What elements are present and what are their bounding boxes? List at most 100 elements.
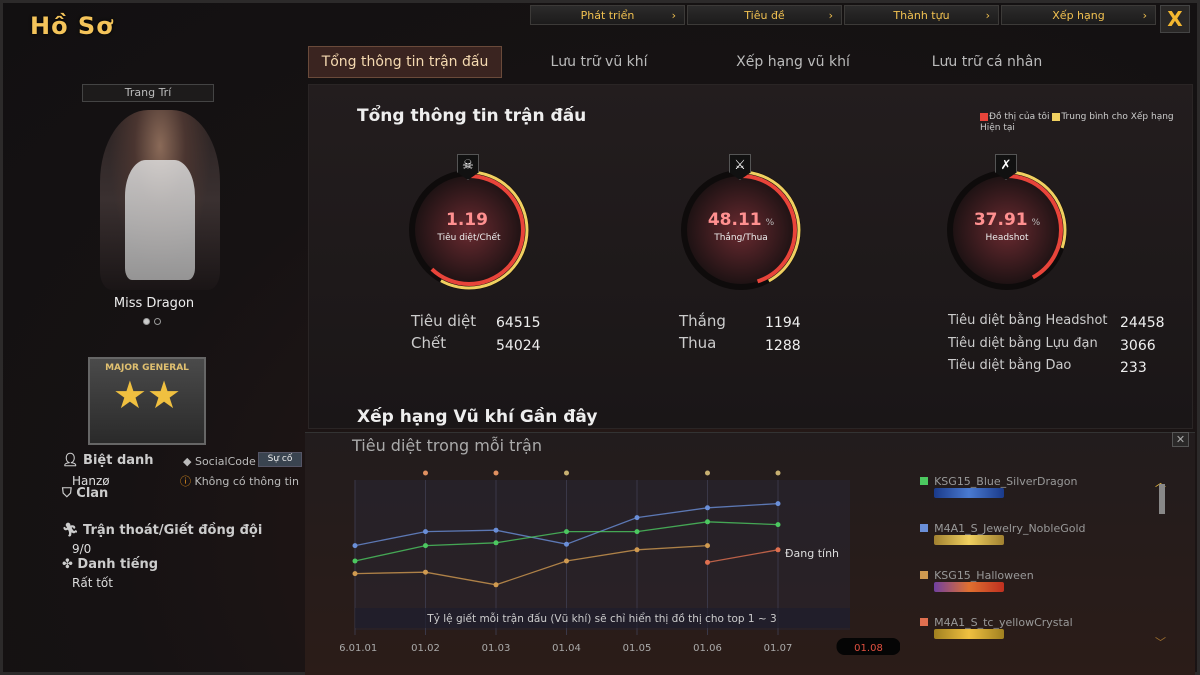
top-marker	[705, 470, 710, 476]
nav-development-button[interactable]: Phát triển ›	[530, 5, 685, 25]
data-point	[352, 571, 358, 577]
data-point	[423, 543, 428, 549]
legend-avg: Trung bình cho Xếp hạng Hiện tại	[980, 112, 1174, 133]
top-marker	[775, 470, 781, 476]
chart-title: Tiêu diệt trong mỗi trận	[352, 436, 542, 455]
data-point	[634, 529, 640, 535]
nav-achievement-button[interactable]: Thành tựu ›	[844, 5, 999, 25]
x-tick-label: 01.02	[411, 643, 440, 654]
data-point	[634, 547, 640, 553]
user-icon: 👤︎	[62, 453, 84, 468]
tab-weapon-ranking[interactable]: Xếp hạng vũ khí	[736, 54, 850, 70]
winrate-gauge: 48.11% Thắng/Thua ⚔	[679, 154, 803, 292]
x-tick-label: 26.01.01	[340, 643, 377, 654]
x-tick-label: 01.03	[482, 643, 511, 654]
weapon-image	[934, 535, 1004, 545]
gauge-ring	[681, 170, 801, 290]
weapon-item[interactable]: KSG15_Halloween	[920, 564, 1150, 611]
nickname-value: Hanzø	[72, 474, 110, 488]
weapon-item[interactable]: KSG15_Blue_SilverDragon	[920, 470, 1150, 517]
weapon-image	[934, 582, 1004, 592]
note-bar	[355, 608, 850, 628]
clan-label: ⛉ Clan	[62, 486, 109, 501]
top-marker	[564, 470, 569, 476]
chart-note: Tỷ lệ giết mỗi trận đấu (Vũ khí) sẽ chỉ …	[426, 612, 776, 625]
character-name: Miss Dragon	[113, 296, 195, 311]
tag-icon: ◆	[183, 455, 195, 468]
stat-value: 64515	[496, 315, 541, 331]
socialcode-value: ⓘ Không có thông tin	[180, 475, 299, 488]
legend-swatch-avg	[1052, 112, 1061, 121]
stat-value: 233	[1120, 360, 1147, 376]
selected-date-pill[interactable]	[836, 638, 901, 655]
summary-title: Tổng thông tin trận đấu	[357, 106, 587, 126]
chevron-right-icon: ›	[828, 8, 833, 22]
gauge-label: Tiêu diệt/Chết	[437, 233, 501, 243]
weapon-image	[934, 629, 1004, 639]
data-point	[423, 529, 428, 535]
weapon-name: KSG15_Halloween	[934, 569, 1034, 582]
rifle-icon: ✗	[995, 154, 1017, 180]
recent-chart-panel	[305, 432, 1195, 675]
data-point	[352, 543, 358, 549]
weapon-item[interactable]: M4A1_S_Jewelry_NobleGold	[920, 517, 1150, 564]
star-icon: ★★	[112, 373, 182, 417]
kd-gauge: 1.19 Tiêu diệt/Chết ☠	[407, 154, 531, 292]
stat-label: Chết	[411, 334, 447, 352]
rank-badge: MAJOR GENERAL ★★	[88, 357, 206, 445]
stat-label: Thắng	[679, 312, 726, 330]
x-tick-label: 01.07	[764, 643, 793, 654]
weapon-item[interactable]: M4A1_S_tc_yellowCrystal	[920, 611, 1150, 658]
decorate-button[interactable]: Trang Trí	[82, 84, 214, 102]
skull-icon: ☠	[457, 154, 479, 180]
rank-title: MAJOR GENERAL	[105, 363, 189, 373]
pager-dot[interactable]	[143, 318, 150, 325]
gauge-ring	[409, 170, 529, 290]
stat-value: 24458	[1120, 315, 1165, 331]
series-line	[707, 549, 779, 564]
weapon-list-scrollbar[interactable]: ︿ ﹀	[1155, 474, 1167, 650]
gauge-ring	[947, 170, 1067, 290]
stat-value: 54024	[496, 338, 541, 354]
data-point	[775, 547, 781, 553]
x-tick-label[interactable]: 01.08	[854, 643, 883, 654]
tab-weapon-storage[interactable]: Lưu trữ vũ khí	[550, 54, 648, 70]
nav-label: Phát triển	[580, 8, 635, 22]
tab-personal-storage[interactable]: Lưu trữ cá nhân	[931, 54, 1043, 70]
data-point	[564, 541, 569, 547]
stat-label: Tiêu diệt bằng Lựu đạn	[948, 336, 1098, 351]
stat-label: Tiêu diệt bằng Headshot	[948, 313, 1108, 328]
scroll-down-icon[interactable]: ﹀	[1155, 636, 1166, 649]
data-point	[423, 569, 428, 575]
data-point	[775, 522, 781, 528]
gauge-disc	[681, 170, 801, 290]
stat-label: Tiêu diệt bằng Dao	[948, 358, 1072, 373]
clover-icon: ✤	[62, 557, 78, 572]
nav-label: Thành tựu	[893, 8, 950, 22]
recent-weapons-title: Xếp hạng Vũ khí Gần đây	[357, 407, 598, 427]
scroll-up-icon[interactable]: ︿	[1155, 476, 1166, 489]
weapon-name: KSG15_Blue_SilverDragon	[934, 475, 1078, 488]
socialcode-issue-button[interactable]: Sự cố	[258, 452, 302, 467]
legend-swatch-mine	[980, 112, 988, 121]
data-point	[705, 505, 710, 511]
data-point	[352, 558, 358, 564]
window-title: Hồ Sơ	[30, 12, 114, 40]
scroll-thumb[interactable]	[1159, 484, 1165, 514]
escape-label: 🏃︎ Trận thoát/Giết đồng đội	[62, 523, 263, 538]
nav-title-button[interactable]: Tiêu đề ›	[687, 5, 842, 25]
tab-bar: Tổng thông tin trận đấu Lưu trữ vũ khí X…	[308, 46, 1084, 78]
character-pager[interactable]	[143, 318, 161, 325]
close-button[interactable]: X	[1160, 5, 1190, 33]
chart-legend: Đồ thị của tôi Trung bình cho Xếp hạng H…	[980, 112, 1180, 134]
x-tick-label: 01.06	[693, 643, 722, 654]
close-chart-button[interactable]: ✕	[1172, 432, 1189, 447]
stat-label: Tiêu diệt	[411, 312, 477, 330]
series-line	[354, 544, 708, 586]
reputation-label: ✤ Danh tiếng	[62, 557, 159, 572]
stat-label: Thua	[679, 334, 717, 352]
pager-dot[interactable]	[154, 318, 161, 325]
tab-match-summary[interactable]: Tổng thông tin trận đấu	[308, 46, 502, 78]
data-point	[634, 515, 640, 521]
nav-ranking-button[interactable]: Xếp hạng ›	[1001, 5, 1156, 25]
